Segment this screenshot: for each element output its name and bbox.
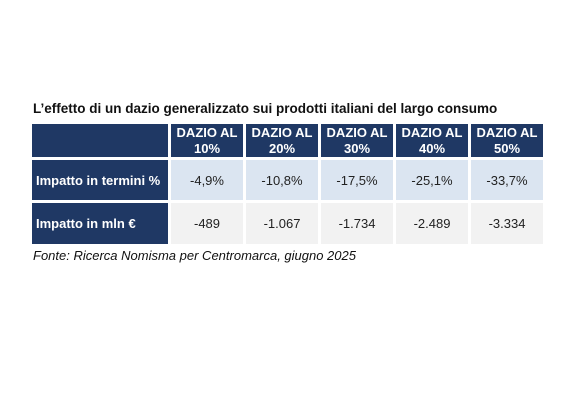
header-text: DAZIO AL 40% [401,124,463,156]
value-cell: -1.067 [246,203,318,244]
value-cell: -10,8% [246,160,318,200]
value-cell: -25,1% [396,160,468,200]
header-cell: DAZIO AL 10% [171,124,243,157]
header-row: DAZIO AL 10% DAZIO AL 20% DAZIO AL 30% DAZI… [32,124,543,157]
header-cell: DAZIO AL 50% [471,124,543,157]
table-row: Impatto in mln € -489 -1.067 -1.734 -2.489 -3… [32,203,543,244]
header-cell: DAZIO AL 20% [246,124,318,157]
value-cell: -33,7% [471,160,543,200]
value-cell: -4,9% [171,160,243,200]
value-cell: -489 [171,203,243,244]
header-text: DAZIO AL 50% [476,124,538,156]
header-cell [32,124,168,157]
value-cell: -3.334 [471,203,543,244]
value-cell: -1.734 [321,203,393,244]
table-title: L’effetto di un dazio generalizzato sui … [33,101,498,116]
value-cell: -17,5% [321,160,393,200]
header-cell: DAZIO AL 30% [321,124,393,157]
header-text: DAZIO AL 30% [326,124,388,156]
header-text: DAZIO AL 20% [251,124,313,156]
data-table: DAZIO AL 10% DAZIO AL 20% DAZIO AL 30% DAZI… [29,121,546,247]
row-label: Impatto in termini % [32,160,168,200]
table-row: Impatto in termini % -4,9% -10,8% -17,5% -25… [32,160,543,200]
source-note: Fonte: Ricerca Nomisma per Centromarca, … [33,248,356,263]
row-label: Impatto in mln € [32,203,168,244]
table-body: Impatto in termini % -4,9% -10,8% -17,5% -25… [32,160,543,244]
header-cell: DAZIO AL 40% [396,124,468,157]
header-text: DAZIO AL 10% [176,124,238,156]
value-cell: -2.489 [396,203,468,244]
